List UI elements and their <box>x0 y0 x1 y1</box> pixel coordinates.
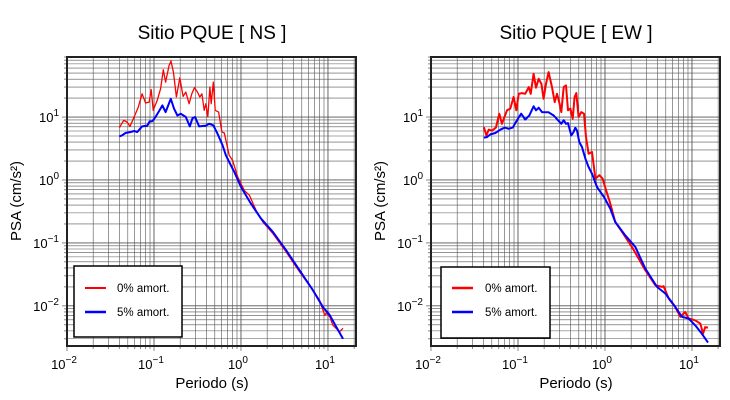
x-tick-label: 10−2 <box>415 355 441 372</box>
y-tick-label: 101 <box>403 108 423 125</box>
y-tick-label: 101 <box>39 108 59 125</box>
chart-title: Sitio PQUE [ EW ] <box>499 23 652 44</box>
legend-label-0: 0% amort. <box>117 283 169 295</box>
y-tick-label: 10−2 <box>397 297 423 314</box>
y-axis-label: PSA (cm/s²) <box>8 161 25 241</box>
x-tick-label: 101 <box>315 355 335 372</box>
chart-panel-ew: Sitio PQUE [ EW ] Periodo (s) PSA (cm/s²… <box>372 23 721 392</box>
plot-area: 10−2 10−1 100 101 10−2 10−1 100 101 <box>33 56 357 372</box>
series-line-0pct-damping <box>482 71 709 335</box>
x-tick-label: 100 <box>592 355 612 372</box>
y-tick-label: 10−1 <box>33 234 59 251</box>
x-axis-label: Periodo (s) <box>539 375 612 392</box>
legend-label-1: 5% amort. <box>485 307 537 319</box>
legend-box <box>73 265 183 338</box>
legend: 0% amort. 5% amort. <box>440 266 551 339</box>
y-tick-label: 100 <box>403 171 423 188</box>
y-tick-label: 10−1 <box>397 234 423 251</box>
legend: 0% amort. 5% amort. <box>73 265 183 338</box>
x-tick-label: 10−1 <box>502 355 528 372</box>
series-line-5pct-damping <box>483 105 709 344</box>
y-tick-label: 10−2 <box>33 297 59 314</box>
series-line-5pct-damping <box>119 97 344 340</box>
plot-frame <box>66 56 357 347</box>
y-tick-label: 100 <box>39 171 59 188</box>
x-tick-label: 100 <box>228 355 248 372</box>
legend-label-0: 0% amort. <box>485 283 537 295</box>
legend-label-1: 5% amort. <box>117 307 169 319</box>
chart-title: Sitio PQUE [ NS ] <box>138 23 287 44</box>
legend-box <box>440 266 551 339</box>
plot-frame <box>430 56 721 347</box>
y-axis-label: PSA (cm/s²) <box>372 161 389 241</box>
x-tick-label: 10−1 <box>138 355 164 372</box>
x-tick-label: 101 <box>679 355 699 372</box>
x-tick-label: 10−2 <box>51 355 77 372</box>
plot-area: 10−2 10−1 100 101 10−2 10−1 100 101 <box>397 56 721 372</box>
x-axis-label: Periodo (s) <box>175 375 248 392</box>
chart-panel-ns: Sitio PQUE [ NS ] Periodo (s) PSA (cm/s²… <box>8 23 357 392</box>
